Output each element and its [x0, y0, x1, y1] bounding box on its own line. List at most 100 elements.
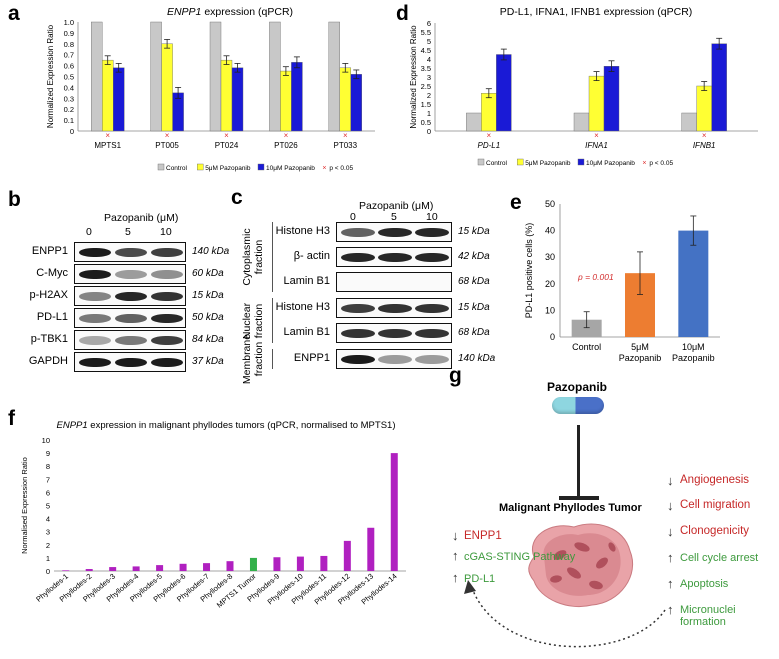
- y-tick-label: 0.3: [64, 94, 74, 103]
- blot-b-lane-1: 5: [125, 226, 131, 238]
- y-tick-label: 0.7: [64, 51, 74, 60]
- blot-band: [378, 253, 412, 262]
- y-tick-label: 0: [46, 567, 50, 576]
- y-tick-label: 0.8: [64, 40, 74, 49]
- bar: [496, 54, 512, 132]
- y-tick-label: 2.5: [421, 82, 431, 91]
- chart-f-enpp1-phyllodes: ENPP1 expression in malignant phyllodes …: [20, 420, 406, 610]
- blot-b-strip: [74, 330, 186, 350]
- y-tick-label: 1.5: [421, 100, 431, 109]
- x-tick-label: IFNA1: [585, 141, 608, 150]
- blot-band: [151, 292, 183, 301]
- blot-band: [115, 270, 147, 279]
- y-tick-label: 30: [545, 252, 555, 262]
- y-tick-label: 0: [550, 332, 555, 342]
- blot-c-row-label: β- actin: [293, 250, 330, 262]
- bar: [85, 569, 93, 571]
- bar: [231, 67, 244, 132]
- legend-label: 5μM Pazopanib: [205, 165, 251, 172]
- bar: [91, 21, 103, 132]
- bar: [132, 566, 140, 571]
- blot-c-header: Pazopanib (μM): [359, 200, 434, 212]
- bar: [269, 21, 281, 132]
- y-tick-label: 2: [427, 91, 431, 100]
- blot-c-strip: [336, 272, 452, 292]
- blot-band: [378, 304, 412, 313]
- y-tick-label: 10: [545, 305, 555, 315]
- bar: [466, 112, 482, 132]
- significance-marker: ×: [165, 131, 170, 140]
- inhibition-bar: [559, 496, 599, 500]
- panel-letter-b: b: [8, 188, 21, 211]
- chart-title-rest: expression in malignant phyllodes tumors…: [88, 420, 396, 431]
- fraction-bracket: [272, 298, 273, 343]
- y-tick-label: 20: [545, 279, 555, 289]
- y-tick-label: 5: [427, 37, 431, 46]
- bar: [603, 65, 620, 132]
- blot-b-row-label: p-TBK1: [30, 333, 68, 345]
- schematic-drug-label: Pazopanib: [547, 380, 608, 394]
- panel-letter-e: e: [510, 191, 522, 214]
- legend-label: Control: [166, 165, 188, 172]
- bar: [209, 21, 222, 132]
- legend-label: 10μM Pazopanib: [586, 160, 635, 167]
- bar: [678, 230, 709, 337]
- blot-band: [79, 314, 111, 323]
- legend-label: 5μM Pazopanib: [525, 160, 571, 167]
- bar: [109, 567, 117, 571]
- y-tick-label: 0.4: [64, 83, 74, 92]
- blot-band: [151, 336, 183, 345]
- x-tick-label: PT026: [274, 141, 298, 150]
- blot-c-strip: [336, 298, 452, 318]
- blot-b-kda: 84 kDa: [192, 334, 224, 345]
- blot-band: [151, 270, 183, 279]
- significance-marker: ×: [702, 131, 707, 140]
- panel-letter-f: f: [8, 407, 15, 430]
- blot-band: [341, 329, 375, 338]
- blot-band: [415, 355, 449, 364]
- panel-letter-g: g: [449, 364, 462, 387]
- g-left-item-1: ENPP1: [464, 530, 502, 542]
- y-tick-label: 0.2: [64, 105, 74, 114]
- blot-c-row-label: Histone H3: [275, 225, 330, 237]
- bar: [249, 557, 257, 571]
- legend-sig-label: p < 0.05: [329, 165, 353, 172]
- significance-marker: ×: [224, 131, 229, 140]
- fraction-label: Cytoplasmic fraction: [241, 228, 265, 286]
- blot-band: [378, 355, 412, 364]
- blot-b-strip: [74, 308, 186, 328]
- blot-band: [79, 248, 111, 257]
- significance-marker: ×: [343, 131, 348, 140]
- significance-marker: ×: [594, 131, 599, 140]
- fraction-label: Membrane fraction: [241, 333, 265, 385]
- bar: [273, 557, 281, 571]
- chart-title: ENPP1 expression (qPCR): [167, 6, 293, 18]
- y-tick-label: 1: [46, 554, 50, 563]
- western-blot-c: Pazopanib (μM) 0 5 10 Histone H3 15 kDa β-…: [228, 200, 510, 384]
- blot-b-kda: 50 kDa: [192, 312, 224, 323]
- panel-letter-c: c: [231, 186, 243, 209]
- y-tick-label: 6: [427, 19, 431, 28]
- blot-b-row-label: p-H2AX: [29, 289, 68, 301]
- panel-letter-d: d: [396, 2, 409, 25]
- g-right-item-1: Angiogenesis: [680, 474, 750, 486]
- blot-c-row-label: Lamin B1: [283, 326, 330, 338]
- blot-band: [415, 253, 449, 262]
- blot-band: [415, 304, 449, 313]
- g-right-item-6: Micronuclei formation: [680, 604, 736, 628]
- tumor-tissue-illustration: [528, 523, 634, 607]
- chart-d-pdl1-ifn-qpcr: PD-L1, IFNA1, IFNB1 expression (qPCR) Nor…: [409, 6, 758, 167]
- blot-c-strip: [336, 247, 452, 267]
- blot-b-row-label: C-Myc: [36, 267, 68, 279]
- feedback-dotted-arrow: [464, 580, 666, 648]
- blot-band: [341, 228, 375, 237]
- fraction-bracket: [272, 349, 273, 369]
- blot-b-row-label: GAPDH: [28, 355, 68, 367]
- blot-band: [79, 336, 111, 345]
- blot-band: [341, 304, 375, 313]
- y-tick-label: 0.9: [64, 29, 74, 38]
- y-tick-label: 3: [46, 528, 50, 537]
- y-tick-label: 5: [46, 502, 50, 511]
- bar: [588, 75, 605, 132]
- blot-band: [151, 314, 183, 323]
